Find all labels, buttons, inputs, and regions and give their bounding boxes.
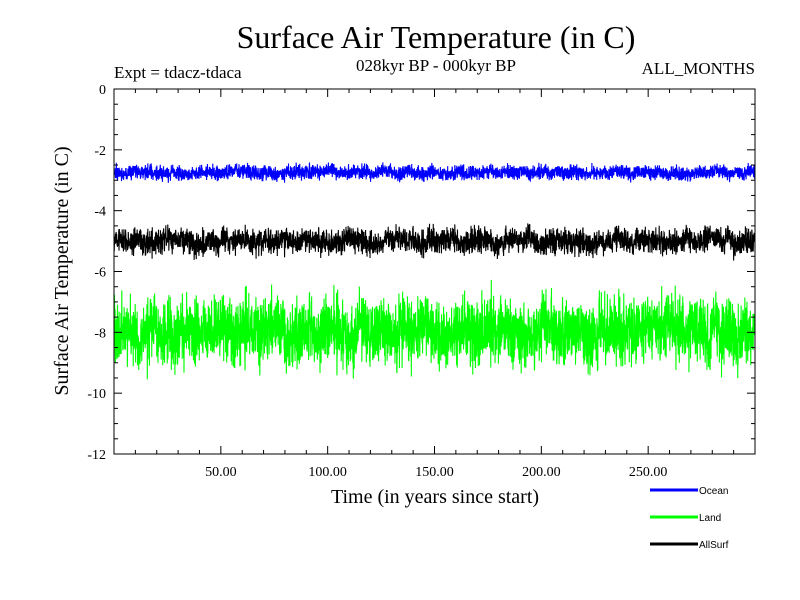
- legend-label-land: Land: [699, 513, 721, 524]
- series-line-land: [113, 279, 756, 380]
- y-tick-label: -2: [94, 144, 106, 159]
- chart-title: Surface Air Temperature (in C): [237, 19, 636, 55]
- x-tick-label: 250.00: [629, 465, 668, 480]
- y-tick-label: -6: [94, 266, 106, 281]
- series-line-ocean: [113, 162, 756, 183]
- chart-subtitle-right: ALL_MONTHS: [642, 59, 755, 78]
- x-tick-label: 200.00: [522, 465, 561, 480]
- x-tick-label: 150.00: [415, 465, 454, 480]
- legend-label-allsurf: AllSurf: [699, 540, 729, 551]
- plot-frame: [113, 88, 756, 455]
- series-layer: [113, 162, 756, 380]
- chart-subtitle-left: Expt = tdacz-tdaca: [114, 63, 242, 82]
- x-tick-label: 50.00: [205, 465, 237, 480]
- legend: Ocean Land AllSurf: [650, 486, 729, 551]
- x-axis-label: Time (in years since start): [331, 486, 539, 508]
- x-tick-label: 100.00: [308, 465, 347, 480]
- y-tick-label: -10: [87, 387, 106, 402]
- legend-label-ocean: Ocean: [699, 486, 728, 497]
- chart-subtitle-center: 028kyr BP - 000kyr BP: [356, 56, 516, 75]
- y-axis-label: Surface Air Temperature (in C): [51, 146, 73, 395]
- series-line-allsurf: [113, 223, 756, 261]
- y-tick-label: 0: [99, 83, 106, 98]
- y-tick-label: -8: [94, 326, 106, 341]
- y-tick-label: -4: [94, 205, 106, 220]
- y-tick-label: -12: [87, 448, 106, 463]
- ticks-layer: 0 -2 -4 -6 -8 -10 -12 50.00 100.00 150.00 200.00 25…: [87, 83, 755, 480]
